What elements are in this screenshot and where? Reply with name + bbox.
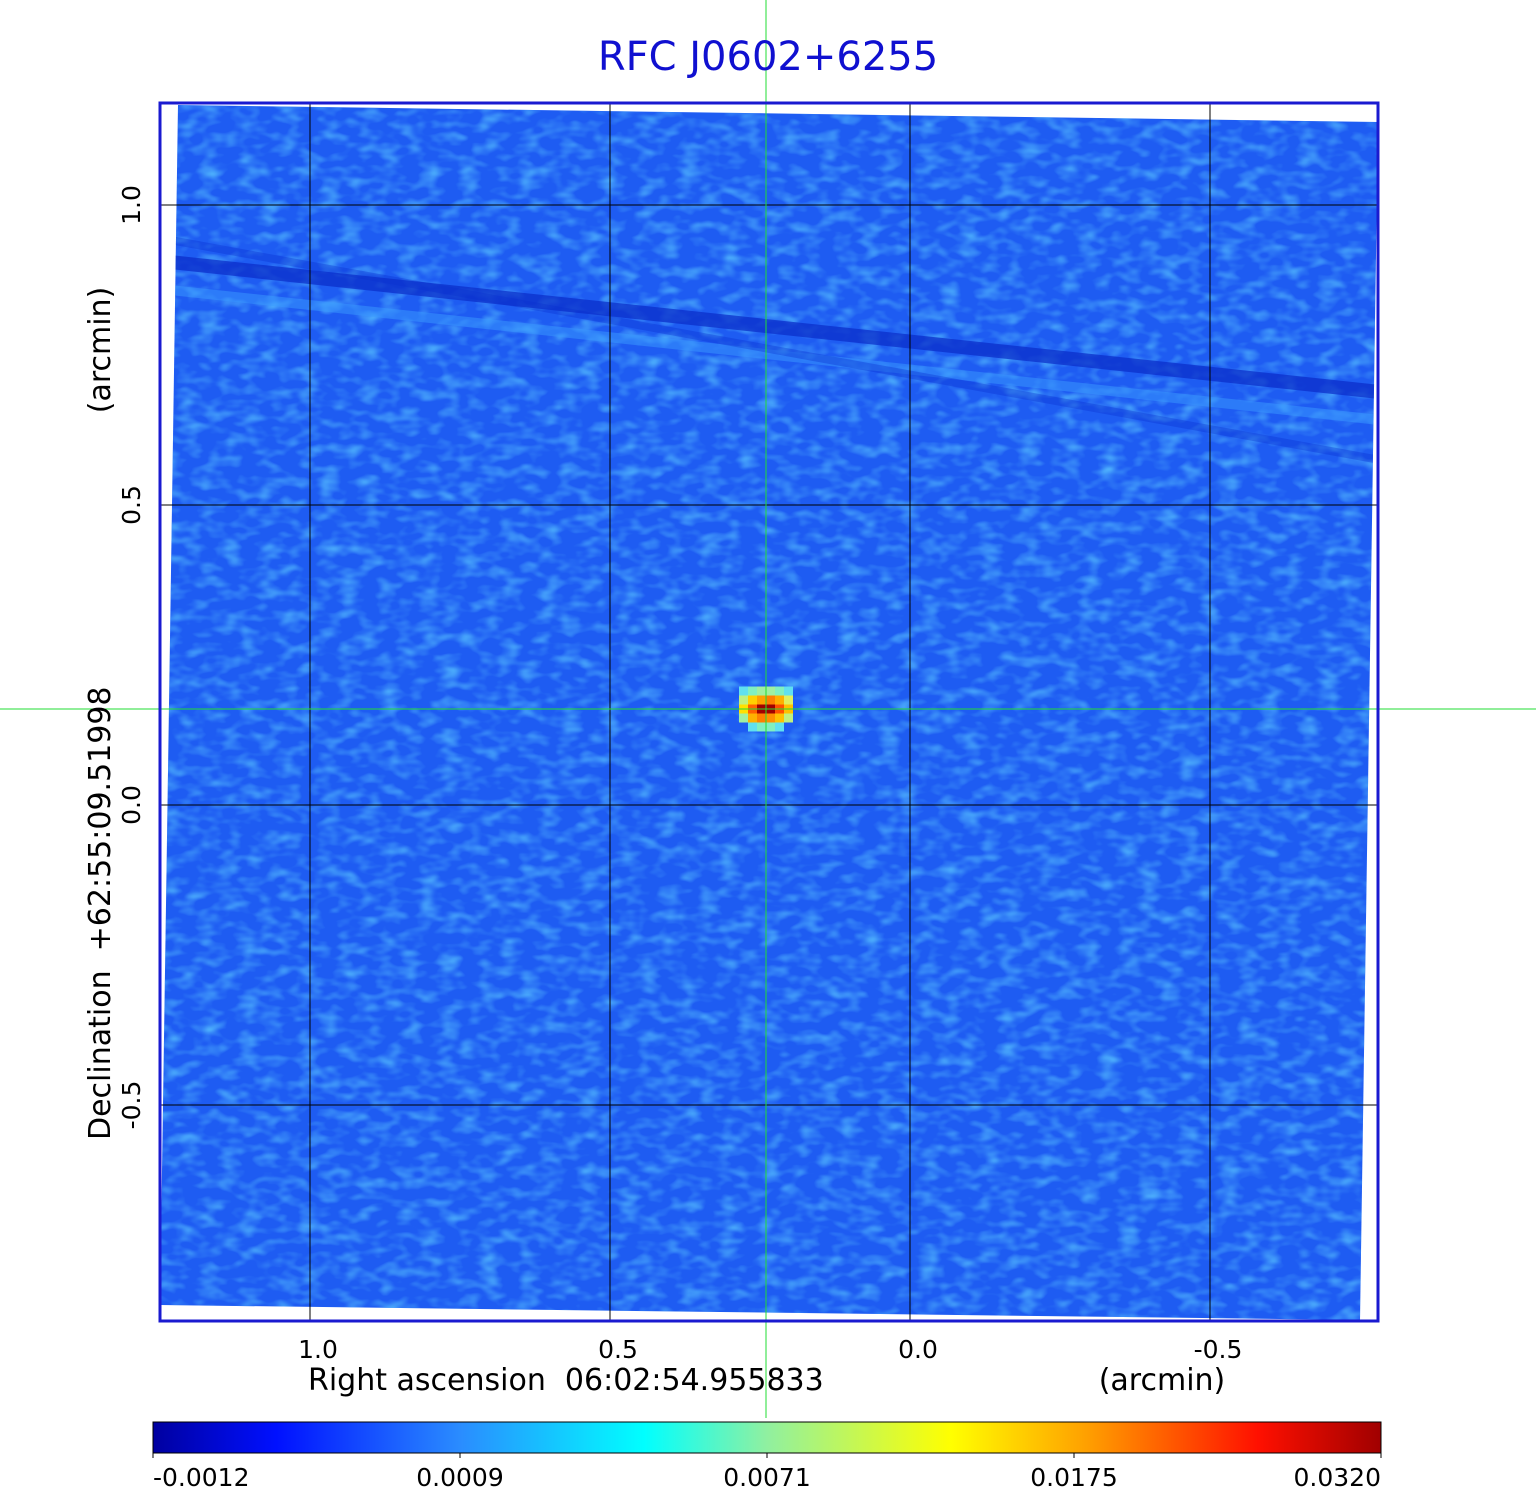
colorbar-ticks: -0.0012 0.0009 0.0071 0.0175 0.0320: [152, 1422, 1382, 1492]
source-halo: [757, 695, 766, 705]
x-tick-label: 0.0: [898, 1335, 938, 1364]
source-halo: [775, 722, 784, 732]
source-halo: [739, 713, 748, 723]
source-halo: [748, 713, 757, 723]
source: [0, 0, 1536, 1418]
source-halo: [748, 722, 757, 732]
x-tick-label: 1.0: [298, 1335, 338, 1364]
x-tick-label: -0.5: [1194, 1335, 1243, 1364]
source-halo: [775, 686, 784, 696]
y-axis-label: Declination +62:55:09.51998: [83, 686, 118, 1140]
grid: [160, 103, 1378, 1321]
source-halo: [766, 686, 775, 696]
source-halo: [784, 695, 793, 705]
source-halo: [748, 686, 757, 696]
x-axis-unit: (arcmin): [1099, 1363, 1226, 1398]
colorbar-tick-label: 0.0320: [1294, 1463, 1381, 1492]
x-tick-label: 0.5: [598, 1335, 638, 1364]
source-halo: [757, 713, 766, 723]
y-axis-unit: (arcmin): [83, 287, 118, 414]
source-halo: [766, 713, 775, 723]
source-halo: [757, 686, 766, 696]
y-tick-label: 0.0: [117, 785, 146, 825]
colorbar-tick-label: 0.0071: [723, 1463, 810, 1492]
streaks: [169, 236, 1378, 464]
source-halo: [766, 722, 775, 732]
chart-title: RFC J0602+6255: [598, 34, 938, 80]
source-halo: [766, 695, 775, 705]
labels: RFC J0602+6255 Right ascension 06:02:54.…: [83, 34, 1242, 1398]
y-tick-label: 0.5: [117, 485, 146, 525]
x-axis-label: Right ascension 06:02:54.955833: [308, 1363, 824, 1398]
colorbar-tick-label: 0.0009: [416, 1463, 503, 1492]
source-halo: [757, 722, 766, 732]
source-halo: [739, 686, 748, 696]
source-halo: [748, 695, 757, 705]
colorbar-tick-label: 0.0175: [1030, 1463, 1117, 1492]
source-halo: [775, 713, 784, 723]
source-halo: [739, 695, 748, 705]
colorbar: [152, 1421, 1382, 1454]
colorbar-tick-label: -0.0012: [153, 1463, 250, 1492]
source-halo: [784, 686, 793, 696]
source-halo: [775, 695, 784, 705]
y-tick-label: -0.5: [117, 1081, 146, 1130]
source-halo: [784, 713, 793, 723]
y-tick-label: 1.0: [117, 185, 146, 225]
plot-frame: [158, 101, 1380, 1323]
